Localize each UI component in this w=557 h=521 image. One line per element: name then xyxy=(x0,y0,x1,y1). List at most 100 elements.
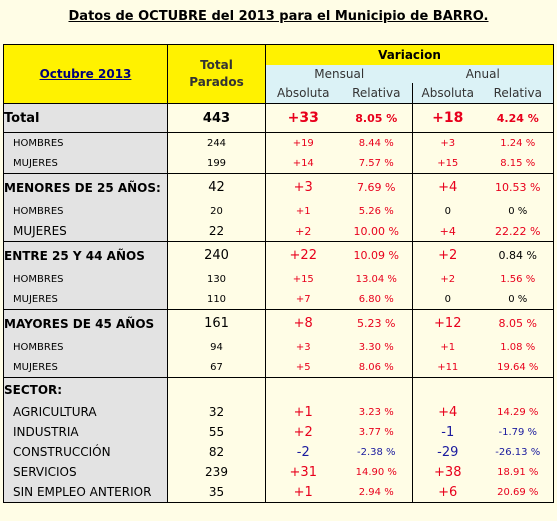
anual-relativa-value: 18.91 % xyxy=(482,462,554,482)
row-label: ENTRE 25 Y 44 AÑOS xyxy=(3,241,168,269)
mensual-relativa-value: 13.04 % xyxy=(355,273,397,285)
mensual-relativa-value: 6.80 % xyxy=(340,289,413,310)
total-value: 82 xyxy=(167,442,266,462)
anual-relativa-value: -26.13 % xyxy=(482,442,554,462)
anual-relativa-value: 1.24 % xyxy=(482,132,554,153)
row-label: CONSTRUCCIÓN xyxy=(3,442,168,462)
anual-absoluta-value: +4 xyxy=(412,402,483,422)
mensual-absoluta-value: +1 xyxy=(293,404,313,420)
anual-absoluta-value: +3 xyxy=(412,132,483,153)
mensual-absoluta-value: +7 xyxy=(265,289,341,310)
mensual-absoluta-value: +22 xyxy=(289,248,317,263)
row-label: MUJERES xyxy=(3,357,168,378)
anual-relativa-value: 8.05 % xyxy=(482,309,554,337)
total-value: 35 xyxy=(167,482,266,503)
mensual-absoluta-header: Absoluta xyxy=(265,83,341,104)
mensual-relativa-value: 2.94 % xyxy=(340,482,413,503)
mensual-absoluta-value: +8 xyxy=(293,316,313,331)
table-row: HOMBRES 20 +1 5.26 % 0 0 % xyxy=(3,201,554,221)
variacion-header: Variacion xyxy=(265,44,554,65)
table-row: CONSTRUCCIÓN 82 -2 -2.38 % -29 -26.13 % xyxy=(3,442,554,462)
row-label: SERVICIOS xyxy=(3,462,168,482)
mensual-relativa-value: 10.00 % xyxy=(340,221,413,242)
mensual-absoluta-value: +14 xyxy=(265,153,341,174)
anual-absoluta-value: -1 xyxy=(412,422,483,442)
mensual-absoluta-value: +2 xyxy=(265,221,341,242)
anual-relativa-value: 4.24 % xyxy=(482,103,554,133)
total-value: 244 xyxy=(167,132,266,153)
row-label: Total xyxy=(3,103,168,133)
row-label: AGRICULTURA xyxy=(3,402,168,422)
mensual-relativa-value: 8.06 % xyxy=(340,357,413,378)
total-value: 20 xyxy=(167,201,266,221)
anual-absoluta-value: +4 xyxy=(412,173,483,201)
mensual-relativa-value: 5.26 % xyxy=(358,205,394,217)
table-row: INDUSTRIA 55 +2 3.77 % -1 -1.79 % xyxy=(3,422,554,442)
anual-absoluta-value: +15 xyxy=(412,153,483,174)
row-label: HOMBRES xyxy=(3,337,168,357)
row-label: MUJERES xyxy=(3,289,168,310)
mensual-absoluta-value: +1 xyxy=(265,482,341,503)
unemployment-table: Octubre 2013 Total Parados Variacion Mens… xyxy=(3,44,554,503)
anual-absoluta-value: +4 xyxy=(412,221,483,242)
mensual-absoluta-value: -2 xyxy=(296,444,310,460)
table-row: MUJERES 67 +5 8.06 % +11 19.64 % xyxy=(3,357,554,378)
mensual-absoluta-value: +2 xyxy=(293,424,313,440)
mensual-absoluta-value: +31 xyxy=(289,464,317,480)
mensual-absoluta-value: +3 xyxy=(295,341,311,353)
period-header: Octubre 2013 xyxy=(3,44,168,104)
table-row: HOMBRES 244 +19 8.44 % +3 1.24 % xyxy=(3,132,554,153)
sector-header-row: SECTOR: xyxy=(3,377,554,402)
mensual-absoluta-value: +15 xyxy=(292,273,314,285)
row-label: INDUSTRIA xyxy=(3,422,168,442)
table-row: SIN EMPLEO ANTERIOR 35 +1 2.94 % +6 20.6… xyxy=(3,482,554,503)
mensual-relativa-value: 8.05 % xyxy=(340,103,413,133)
anual-relativa-header: Relativa xyxy=(482,83,554,104)
table-row: MAYORES DE 45 AÑOS 161 +8 5.23 % +12 8.0… xyxy=(3,309,554,337)
anual-relativa-value: 22.22 % xyxy=(482,221,554,242)
anual-relativa-value: 1.08 % xyxy=(482,337,554,357)
mensual-absoluta-value: +19 xyxy=(292,137,314,149)
mensual-relativa-value: 7.69 % xyxy=(357,181,396,194)
anual-relativa-value: 19.64 % xyxy=(482,357,554,378)
anual-absoluta-value: +12 xyxy=(412,309,483,337)
mensual-relativa-value: 3.30 % xyxy=(358,341,394,353)
mensual-absoluta-value: +3 xyxy=(293,180,313,195)
anual-relativa-value: 0.84 % xyxy=(482,241,554,269)
anual-absoluta-value: +2 xyxy=(412,269,483,289)
total-value: 55 xyxy=(167,422,266,442)
total-value: 110 xyxy=(167,289,266,310)
total-value: 42 xyxy=(167,173,266,201)
anual-relativa-value: 8.15 % xyxy=(482,153,554,174)
table-row: HOMBRES 130 +15 13.04 % +2 1.56 % xyxy=(3,269,554,289)
mensual-relativa-value: 5.23 % xyxy=(357,317,396,330)
anual-absoluta-value: 0 xyxy=(412,201,483,221)
table-row: Total 443 +33 8.05 % +18 4.24 % xyxy=(3,103,554,133)
table-row: AGRICULTURA 32 +1 3.23 % +4 14.29 % xyxy=(3,402,554,422)
page-title: Datos de OCTUBRE del 2013 para el Munici… xyxy=(68,9,489,24)
anual-absoluta-value: 0 xyxy=(412,289,483,310)
total-value: 239 xyxy=(167,462,266,482)
row-label: MENORES DE 25 AÑOS: xyxy=(3,173,168,201)
mensual-absoluta-value: +1 xyxy=(295,205,311,217)
anual-relativa-value: 14.29 % xyxy=(482,402,554,422)
mensual-relativa-value: 3.23 % xyxy=(358,406,394,418)
anual-absoluta-value: +1 xyxy=(412,337,483,357)
anual-header: Anual xyxy=(412,65,554,83)
anual-relativa-value: 0 % xyxy=(482,201,554,221)
mensual-header: Mensual xyxy=(265,65,413,83)
total-parados-header: Total Parados xyxy=(167,44,266,104)
total-value: 161 xyxy=(167,309,266,337)
table-row: MUJERES 22 +2 10.00 % +4 22.22 % xyxy=(3,221,554,242)
table-row: MUJERES 110 +7 6.80 % 0 0 % xyxy=(3,289,554,310)
total-value: 199 xyxy=(167,153,266,174)
anual-absoluta-header: Absoluta xyxy=(412,83,483,104)
total-value: 67 xyxy=(167,357,266,378)
mensual-relativa-value: -2.38 % xyxy=(356,446,396,458)
row-label: SIN EMPLEO ANTERIOR xyxy=(3,482,168,503)
anual-relativa-value: 10.53 % xyxy=(482,173,554,201)
total-value: 240 xyxy=(167,241,266,269)
row-label: HOMBRES xyxy=(3,132,168,153)
total-value: 94 xyxy=(167,337,266,357)
row-label: MUJERES xyxy=(3,221,168,242)
